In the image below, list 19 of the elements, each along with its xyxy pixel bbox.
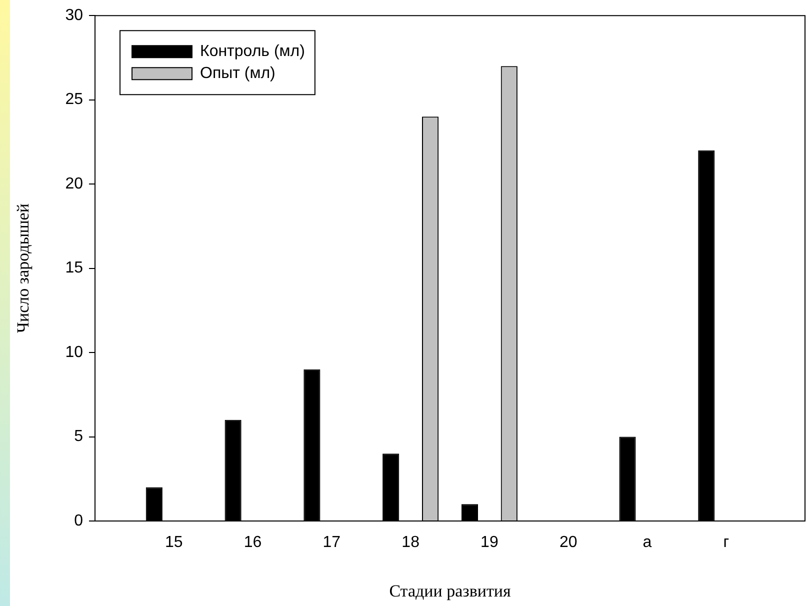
y-tick-label: 25	[65, 91, 84, 108]
x-tick-label: 18	[402, 534, 420, 552]
x-tick-label: г	[723, 534, 730, 552]
legend-label: Контроль (мл)	[200, 43, 305, 60]
x-tick-label: 19	[480, 534, 498, 552]
x-tick-label: 20	[559, 534, 578, 552]
y-tick-label: 0	[74, 512, 84, 530]
legend-label: Опыт (мл)	[200, 65, 276, 82]
y-tick-label: 20	[65, 175, 84, 192]
y-tick-label: 15	[65, 260, 84, 277]
y-tick-label: 10	[65, 344, 84, 361]
y-tick-label: 30	[65, 7, 84, 24]
x-tick-label: 16	[244, 534, 262, 552]
x-axis-title: Стадии развития	[389, 581, 511, 600]
y-tick-label: 5	[74, 428, 84, 446]
y-axis-title: Число зародышей	[14, 204, 33, 334]
x-tick-label: 17	[322, 534, 341, 552]
x-tick-label: 15	[164, 534, 183, 552]
x-tick-label: а	[642, 534, 652, 552]
